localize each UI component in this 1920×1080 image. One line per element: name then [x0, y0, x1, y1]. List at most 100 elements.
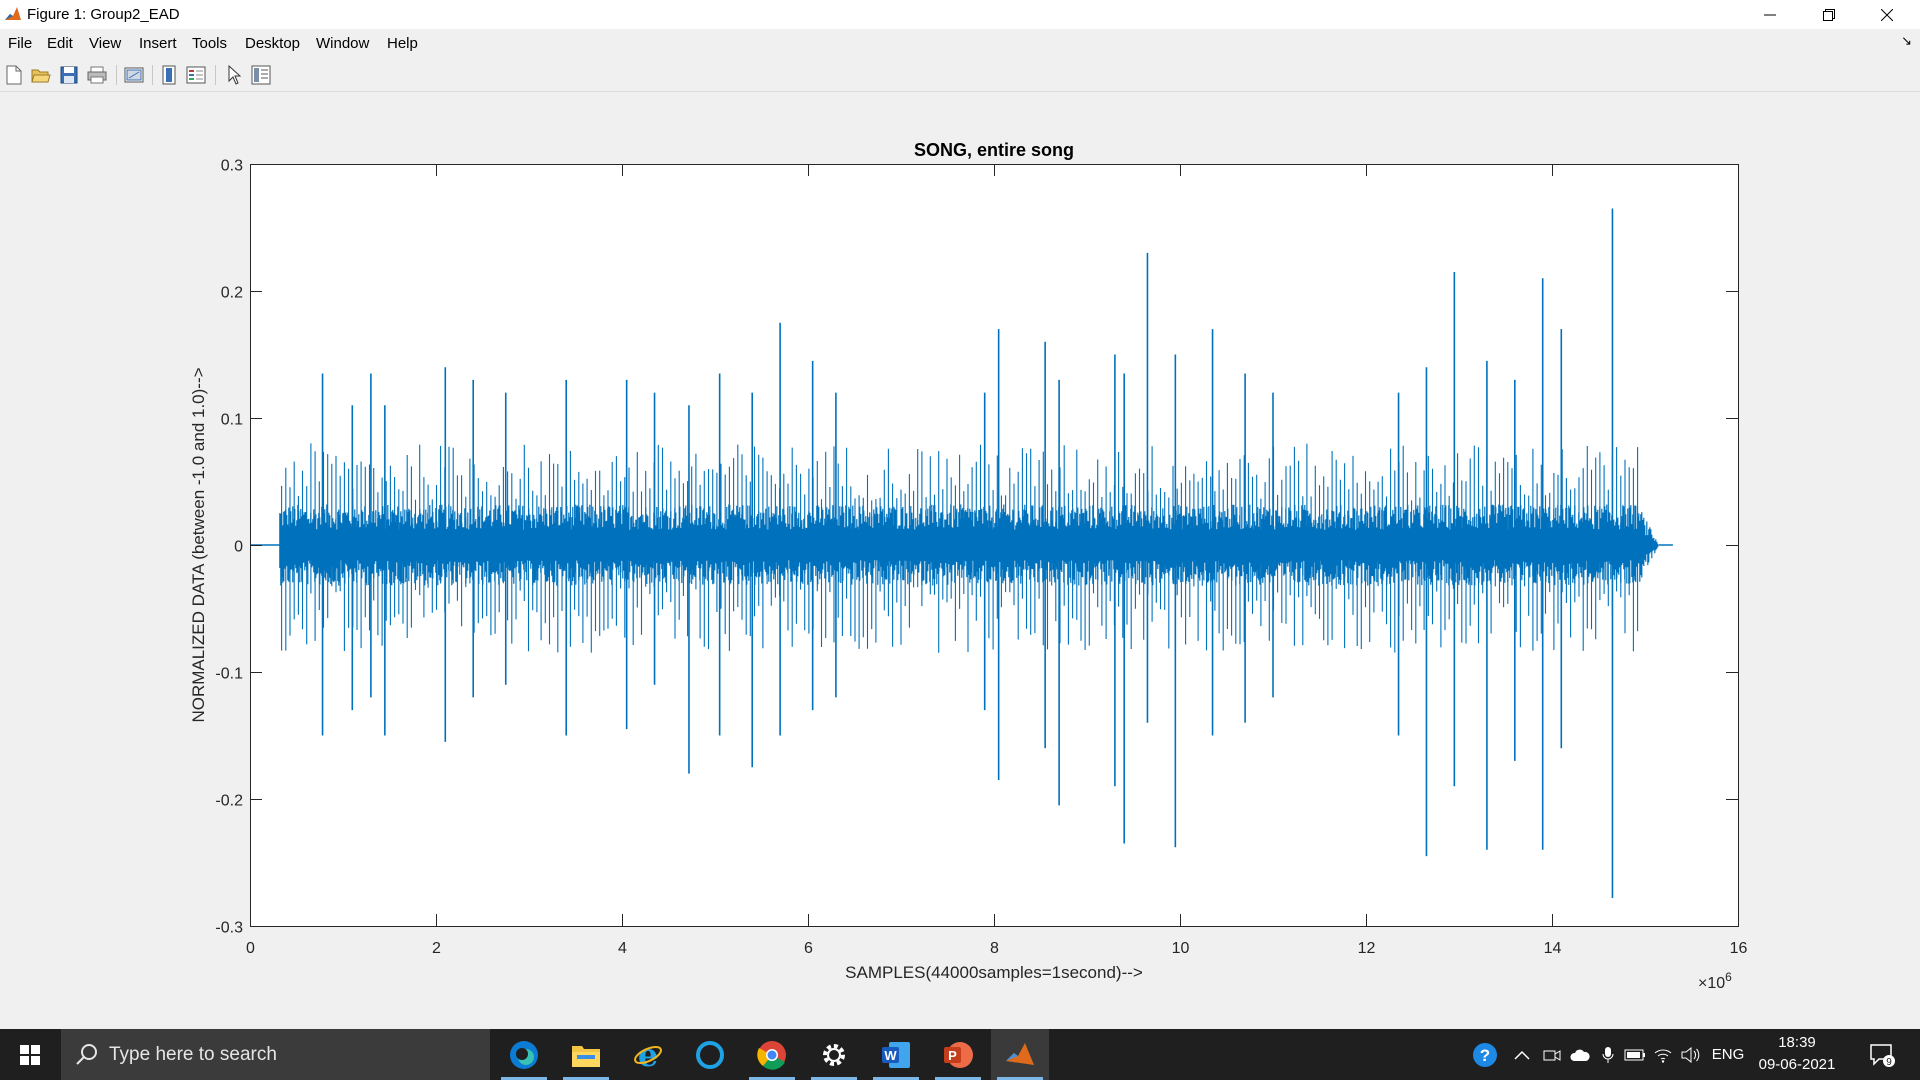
- restore-icon: [1823, 8, 1835, 21]
- y-tick-label: 0: [234, 539, 243, 556]
- taskbar-matlab[interactable]: [991, 1029, 1049, 1080]
- legend-button[interactable]: [184, 63, 208, 87]
- minimize-button[interactable]: [1741, 0, 1799, 29]
- file-explorer-icon: [572, 1045, 600, 1067]
- window-title: Figure 1: Group2_EAD: [27, 6, 180, 23]
- action-center-button[interactable]: 9: [1862, 1029, 1902, 1080]
- battery-icon: [1624, 1049, 1645, 1060]
- figure-canvas[interactable]: 0 2 4 6 8 10 12 14 16 0.3 0.2 0.1 0 -0.1 -0.2 -0.3 SONG…: [0, 92, 1920, 1029]
- running-indicator: [873, 1077, 919, 1080]
- running-indicator: [811, 1077, 857, 1080]
- menu-view[interactable]: View: [89, 35, 122, 52]
- menu-help[interactable]: Help: [387, 35, 418, 52]
- menu-window[interactable]: Window: [316, 35, 370, 52]
- tray-show-hidden[interactable]: [1507, 1029, 1537, 1080]
- tray-microphone[interactable]: [1595, 1029, 1621, 1080]
- x-tick-label: 12: [1358, 940, 1376, 957]
- save-icon: [60, 66, 78, 84]
- edge-icon: [510, 1040, 538, 1069]
- x-tick-label: 6: [804, 940, 813, 957]
- running-indicator: [997, 1077, 1043, 1080]
- y-tick-label: -0.3: [215, 920, 243, 937]
- clock-time[interactable]: 18:39: [1778, 1034, 1816, 1051]
- windows-logo-icon: [20, 1044, 40, 1065]
- plot-title: SONG, entire song: [914, 140, 1074, 160]
- chevron-up-icon: [1514, 1050, 1530, 1060]
- tray-help[interactable]: ?: [1467, 1029, 1503, 1080]
- menu-bar: File Edit View Insert Tools Desktop Wind…: [0, 31, 1920, 57]
- chrome-icon: [757, 1040, 786, 1070]
- toolbar-separator: [215, 65, 216, 85]
- search-icon: [76, 1044, 97, 1065]
- clock-date[interactable]: 09-06-2021: [1758, 1056, 1836, 1073]
- close-button[interactable]: [1858, 0, 1916, 29]
- menu-insert[interactable]: Insert: [139, 35, 177, 52]
- taskbar-word[interactable]: W: [867, 1029, 925, 1080]
- start-button[interactable]: [0, 1029, 60, 1080]
- y-tick-label: -0.1: [215, 666, 243, 683]
- minimize-icon: [1764, 14, 1776, 15]
- waveform-plot[interactable]: 0 2 4 6 8 10 12 14 16 0.3 0.2 0.1 0 -0.1 -0.2 -0.3 SONG…: [0, 92, 1920, 1029]
- save-button[interactable]: [57, 63, 81, 87]
- x-axis-label: SAMPLES(44000samples=1second)-->: [845, 963, 1143, 982]
- tray-network[interactable]: [1649, 1029, 1677, 1080]
- windows-taskbar: Type here to search e W P ?: [0, 1029, 1920, 1080]
- dock-figure-icon[interactable]: ↘: [1901, 33, 1912, 48]
- taskbar-file-explorer[interactable]: [557, 1029, 615, 1080]
- taskbar-powerpoint[interactable]: P: [929, 1029, 987, 1080]
- plot-content: [250, 208, 1673, 899]
- taskbar-chrome[interactable]: [743, 1029, 801, 1080]
- wifi-icon: [1654, 1049, 1672, 1063]
- property-inspector-button[interactable]: [249, 63, 273, 87]
- x-tick-label: 0: [246, 940, 255, 957]
- menu-desktop[interactable]: Desktop: [245, 35, 301, 52]
- running-indicator: [749, 1077, 795, 1080]
- link-plot-icon: [124, 67, 144, 83]
- tray-meet-now[interactable]: [1538, 1029, 1566, 1080]
- x-tick-label: 4: [618, 940, 627, 957]
- colorbar-button[interactable]: [157, 63, 181, 87]
- tray-battery[interactable]: [1621, 1029, 1649, 1080]
- x-exponent-power: 6: [1725, 970, 1732, 984]
- help-icon: ?: [1473, 1042, 1497, 1067]
- settings-icon: [823, 1043, 845, 1066]
- x-exponent-base: ×10: [1698, 975, 1725, 992]
- taskbar-settings[interactable]: [805, 1029, 863, 1080]
- close-icon: [1881, 8, 1893, 21]
- property-inspector-icon: [251, 65, 271, 85]
- tray-language[interactable]: ENG: [1711, 1046, 1745, 1063]
- y-tick-label: -0.2: [215, 793, 243, 810]
- internet-explorer-icon: e: [634, 1040, 662, 1070]
- tray-onedrive[interactable]: [1566, 1029, 1594, 1080]
- axis-ticks: 0 2 4 6 8 10 12 14 16 0.3 0.2 0.1 0 -0.1 -0.2 -0.3: [215, 158, 1747, 958]
- print-button[interactable]: [85, 63, 109, 87]
- cloud-icon: [1570, 1049, 1590, 1061]
- link-plot-button[interactable]: [122, 63, 146, 87]
- y-axis-label: NORMALIZED DATA (between -1.0 and 1.0)--…: [189, 367, 208, 722]
- x-tick-label: 2: [432, 940, 441, 957]
- menu-file[interactable]: File: [8, 35, 33, 52]
- window-titlebar[interactable]: Figure 1: Group2_EAD: [0, 0, 1920, 29]
- x-axis-exponent: ×106: [1698, 970, 1732, 992]
- legend-icon: [186, 66, 206, 84]
- tray-volume[interactable]: [1677, 1029, 1705, 1080]
- camera-icon: [1543, 1049, 1561, 1061]
- restore-button[interactable]: [1800, 0, 1858, 29]
- x-tick-label: 10: [1172, 940, 1190, 957]
- edit-plot-button[interactable]: [222, 63, 246, 87]
- new-figure-button[interactable]: [2, 63, 26, 87]
- y-tick-label: 0.1: [221, 412, 243, 429]
- open-file-button[interactable]: [29, 63, 53, 87]
- taskbar-internet-explorer[interactable]: e: [619, 1029, 677, 1080]
- x-tick-label: 16: [1730, 940, 1748, 957]
- menu-edit[interactable]: Edit: [47, 35, 73, 52]
- taskbar-search-box[interactable]: Type here to search: [61, 1029, 490, 1080]
- menu-tools[interactable]: Tools: [192, 35, 228, 52]
- toolbar-separator: [152, 65, 153, 85]
- microphone-icon: [1602, 1046, 1614, 1063]
- speaker-icon: [1681, 1046, 1700, 1063]
- svg-text:W: W: [884, 1048, 897, 1063]
- taskbar-cortana[interactable]: [681, 1029, 739, 1080]
- print-icon: [87, 66, 107, 84]
- taskbar-edge[interactable]: [495, 1029, 553, 1080]
